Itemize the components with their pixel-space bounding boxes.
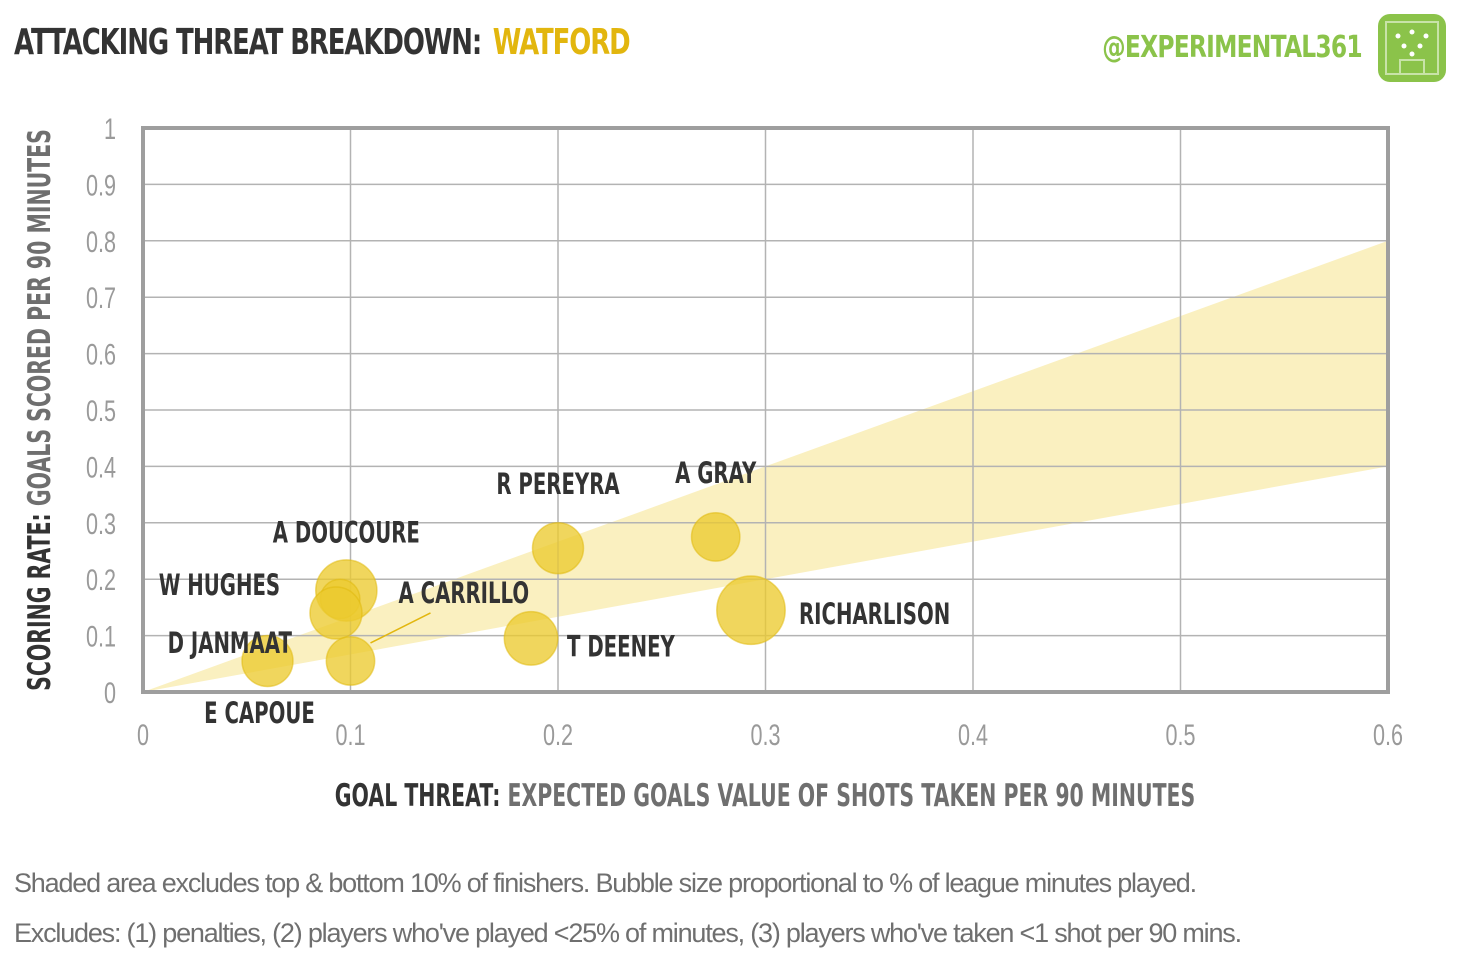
bubble-t-deeney xyxy=(503,610,559,666)
scatter-chart: 0 0.1 0.2 0.3 0.4 0.5 0.6 0 0.1 0.2 0.3 0.4 0.5 0.6 0.… xyxy=(23,111,1403,814)
point-label: R PEREYRA xyxy=(496,467,620,501)
footnote-shaded-area: Shaded area excludes top & bottom 10% of… xyxy=(14,868,1197,898)
y-tick-label: 1 xyxy=(104,111,116,145)
point-label: E CAPOUE xyxy=(204,696,315,730)
x-tick-label: 0.5 xyxy=(1165,717,1195,751)
y-tick-label: 0.1 xyxy=(86,619,116,653)
pitch-logo-icon xyxy=(1378,14,1446,82)
point-label: A CARRILLO xyxy=(399,576,530,610)
point-label: W HUGHES xyxy=(159,568,280,602)
bubble-richarlison xyxy=(716,575,786,646)
title-team: WATFORD xyxy=(492,22,631,63)
x-axis-title-rest: EXPECTED GOALS VALUE OF SHOTS TAKEN PER … xyxy=(508,779,1196,814)
point-label: D JANMAAT xyxy=(168,626,292,660)
x-axis-title: GOAL THREAT: EXPECTED GOALS VALUE OF SHO… xyxy=(335,779,1195,814)
y-axis-title-rest: GOALS SCORED PER 90 MINUTES xyxy=(23,129,58,506)
y-tick-label: 0.9 xyxy=(86,168,116,202)
y-tick-label: 0 xyxy=(104,675,116,709)
bubble-a-carrillo xyxy=(325,636,376,686)
point-label: A DOUCOURE xyxy=(273,516,420,550)
y-tick-label: 0.6 xyxy=(86,337,116,371)
x-axis-title-bold: GOAL THREAT: xyxy=(335,779,508,814)
bubble-r-pereyra xyxy=(531,521,585,575)
bubble-e-capoue xyxy=(241,634,294,688)
point-label: T DEENEY xyxy=(567,630,676,664)
y-axis-title: SCORING RATE: GOALS SCORED PER 90 MINUTE… xyxy=(23,129,58,691)
title-lead: ATTACKING THREAT BREAKDOWN: xyxy=(14,22,482,63)
y-tick-label: 0.5 xyxy=(86,393,116,427)
x-tick-label: 0.2 xyxy=(543,717,573,751)
y-tick-label: 0.3 xyxy=(86,506,116,540)
y-tick-label: 0.4 xyxy=(86,450,116,484)
x-tick-label: 0 xyxy=(137,717,149,751)
bubble-a-gray xyxy=(690,511,741,562)
point-label: RICHARLISON xyxy=(799,597,950,631)
twitter-handle: @EXPERIMENTAL361 xyxy=(1102,30,1362,65)
leader-line xyxy=(370,612,431,644)
x-tick-label: 0.6 xyxy=(1373,717,1403,751)
y-tick-label: 0.7 xyxy=(86,281,116,315)
point-label: A GRAY xyxy=(675,456,757,490)
plot-frame xyxy=(141,126,1390,694)
footnote-exclusions: Excludes: (1) penalties, (2) players who… xyxy=(14,918,1242,948)
chart-title: ATTACKING THREAT BREAKDOWN: WATFORD xyxy=(14,22,631,63)
x-tick-label: 0.3 xyxy=(750,717,780,751)
bubble-d-janmaat xyxy=(309,586,363,640)
x-tick-label: 0.4 xyxy=(958,717,988,751)
y-tick-label: 0.2 xyxy=(86,563,116,597)
x-tick-label: 0.1 xyxy=(335,717,365,751)
y-axis-title-bold: SCORING RATE: xyxy=(23,506,58,691)
y-tick-label: 0.8 xyxy=(86,224,116,258)
